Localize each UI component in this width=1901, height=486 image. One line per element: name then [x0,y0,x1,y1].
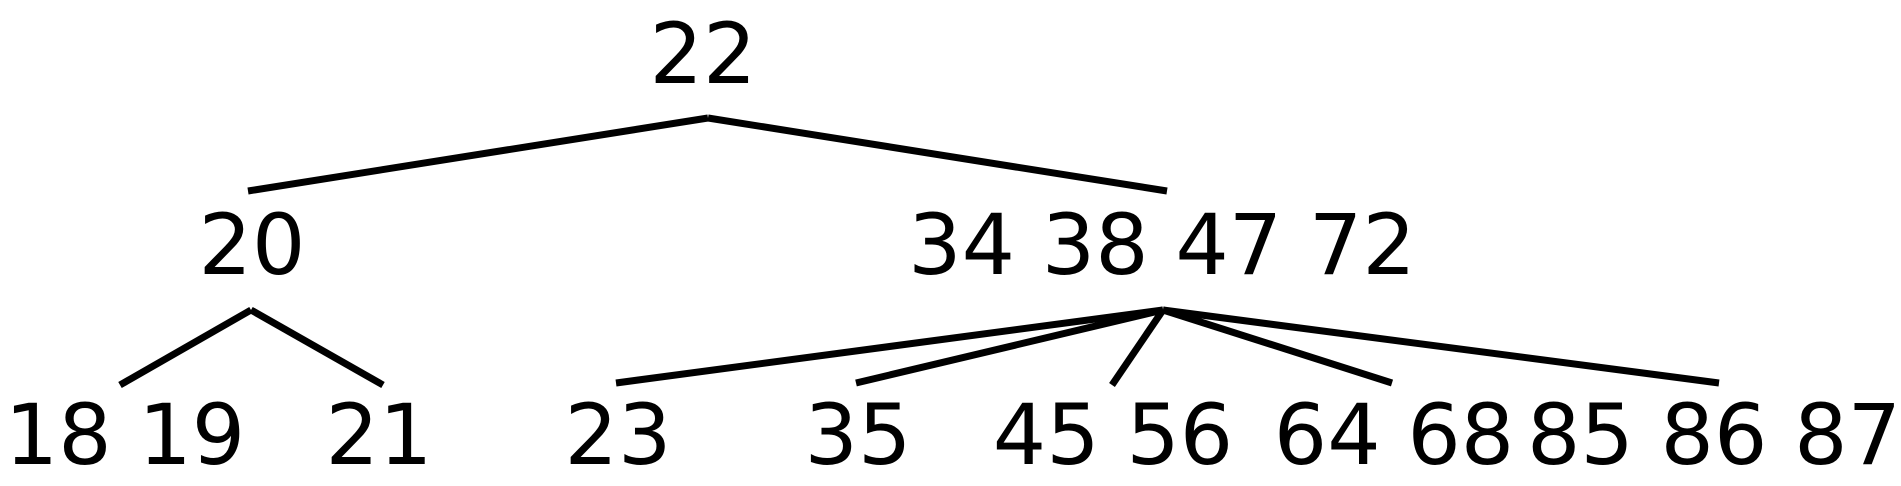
edge-root-left [247,114,709,195]
edge-20-left [118,306,253,389]
leaf-node: 35 [804,386,912,484]
leaf-node: 21 [325,386,433,484]
leaf-node: 45 56 [992,386,1234,484]
edge-big-3 [1109,308,1166,387]
leaf-node: 23 [564,386,672,484]
edge-20-right [249,306,385,389]
edge-root-right [707,114,1168,195]
node-level1-right: 34 38 47 72 [908,196,1416,294]
leaf-node: 18 19 [4,386,246,484]
edge-big-1 [615,306,1164,387]
leaf-node: 64 68 [1273,386,1515,484]
edge-big-4 [1161,306,1394,387]
node-root: 22 [649,5,757,103]
edge-big-5 [1162,306,1720,387]
leaf-node: 85 86 87 [1526,386,1901,484]
edge-big-2 [855,306,1164,387]
node-level1-left: 20 [198,196,306,294]
